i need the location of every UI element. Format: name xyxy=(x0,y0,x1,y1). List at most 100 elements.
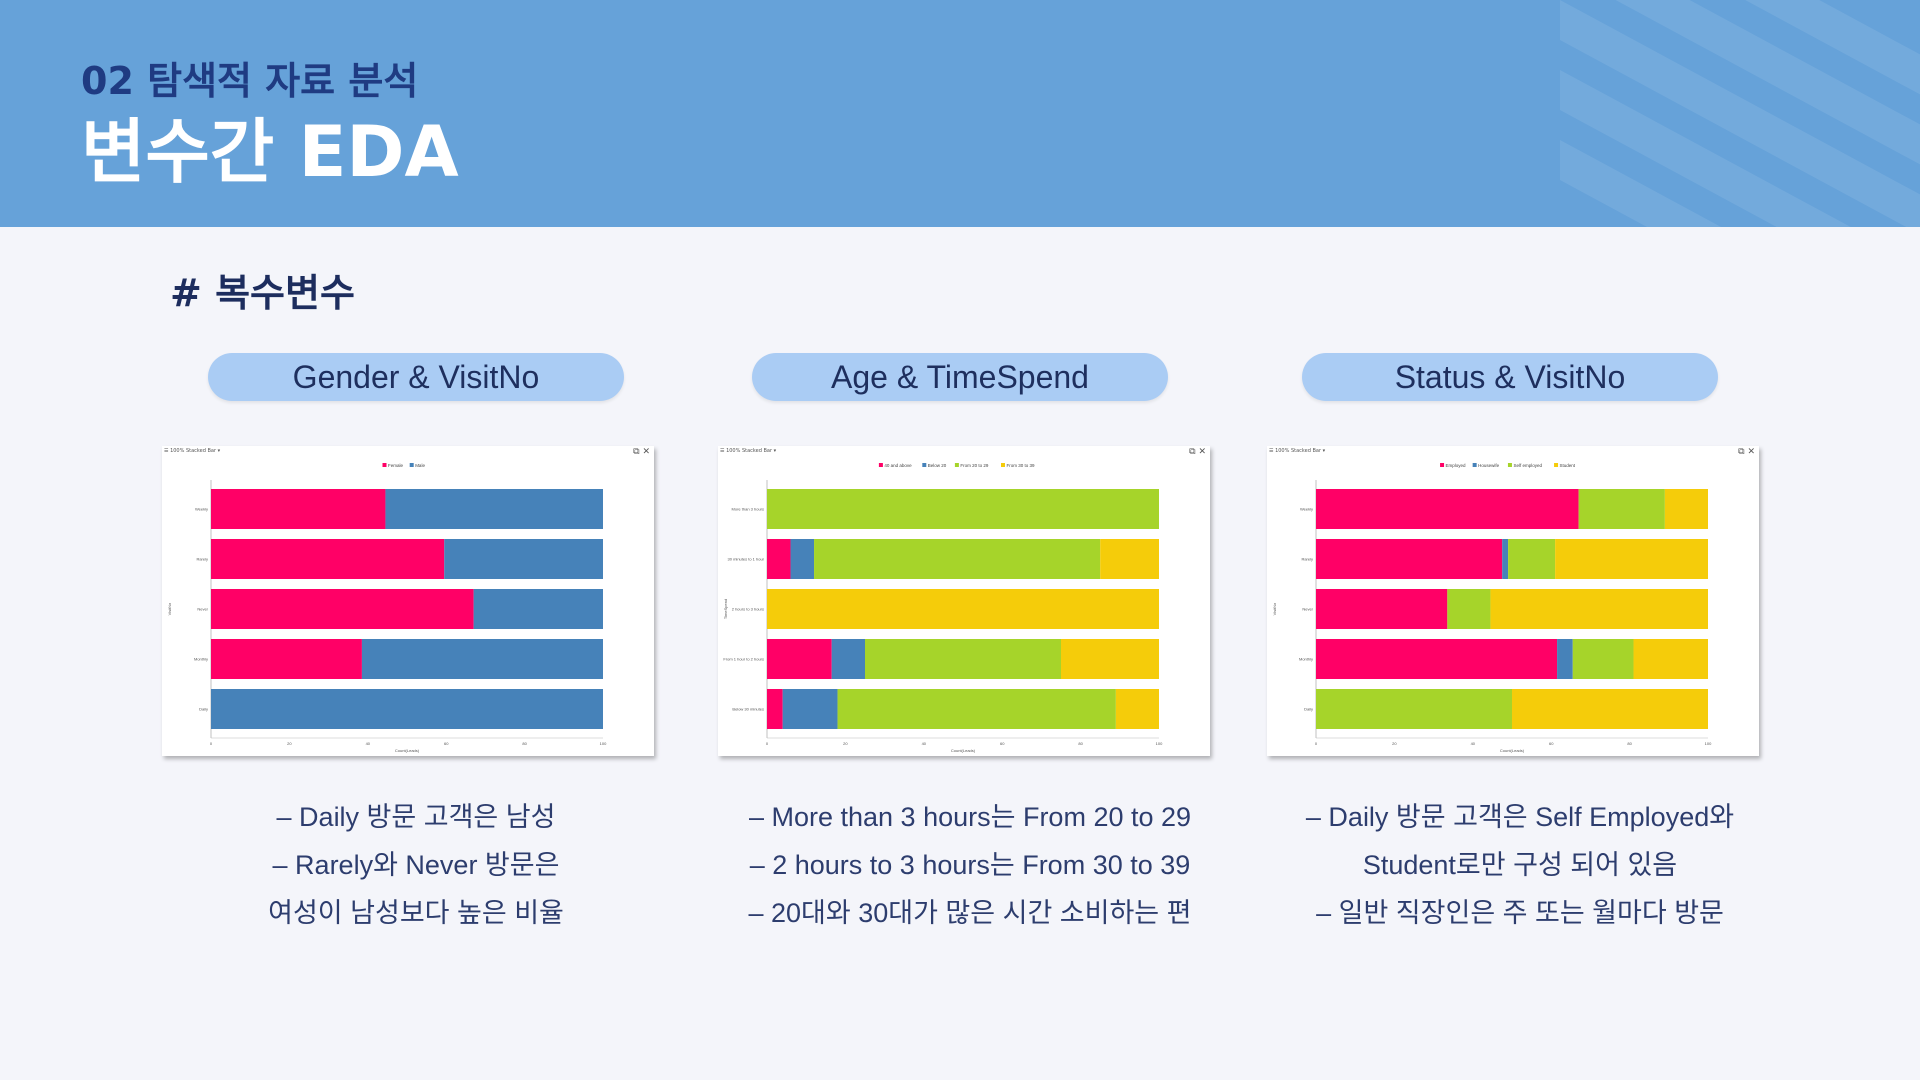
legend-swatch-housewife xyxy=(1472,463,1477,467)
category-label-rarely: Rarely xyxy=(1301,557,1313,562)
legend-label-housewife: Housewife xyxy=(1478,463,1500,468)
bar-30-minutes-to-1-hour-below-20 xyxy=(790,539,815,579)
legend-label-from-20-to-29: From 20 to 29 xyxy=(960,463,989,468)
x-axis-title: Count(Leads) xyxy=(951,748,976,753)
y-axis-title: VisitNo xyxy=(167,602,172,615)
chart-type-label[interactable]: ☰ 100% Stacked Bar ▾ xyxy=(164,448,221,454)
section-subtitle: 02 탐색적 자료 분석 xyxy=(81,59,419,103)
legend-label-student: Student xyxy=(1560,463,1576,468)
category-label-monthly: Monthly xyxy=(1299,657,1313,662)
legend-swatch-40-and-above xyxy=(878,463,883,467)
chart-legend: 40 and above Below 20 From 20 to 29 From 30… xyxy=(878,463,1036,468)
category-label-30-minutes-to-1-hour: 30 minutes to 1 hour xyxy=(728,557,765,562)
bar-never-male xyxy=(473,589,603,629)
bar-weekly-student xyxy=(1664,489,1708,529)
bar-monthly-female xyxy=(211,639,362,679)
chart-legend: Employed Housewife Self employed Student xyxy=(1440,463,1576,468)
legend-swatch-below-20 xyxy=(922,463,927,467)
legend-label-40-and-above: 40 and above xyxy=(884,463,912,468)
legend-label-from-30-to-39: From 30 to 39 xyxy=(1007,463,1036,468)
x-tick-label-40: 40 xyxy=(922,741,927,746)
legend-label-self-employed: Self employed xyxy=(1513,463,1542,468)
legend-label-male: Male xyxy=(415,463,425,468)
category-label-below-30-minutes: Below 30 minutes xyxy=(732,707,764,712)
bar-never-employed xyxy=(1316,589,1448,629)
bar-weekly-female xyxy=(211,489,386,529)
y-axis-title: VisitNo xyxy=(1272,602,1277,615)
bar-2-hours-to-3-hours-from-30-to-39 xyxy=(767,589,1159,629)
bar-from-1-hour-to-2-hours-below-20 xyxy=(831,639,865,679)
bar-daily-self-employed xyxy=(1316,689,1512,729)
chart-type-label[interactable]: ☰ 100% Stacked Bar ▾ xyxy=(1269,448,1326,454)
bar-more-than-3-hours-from-20-to-29 xyxy=(767,489,1159,529)
legend-swatch-student xyxy=(1554,463,1559,467)
chart-type-label[interactable]: ☰ 100% Stacked Bar ▾ xyxy=(720,448,777,454)
category-label-weekly: Weekly xyxy=(1300,507,1313,512)
y-axis-title: TimeSpend xyxy=(723,599,728,619)
decorative-stripes xyxy=(1560,0,1920,227)
note-line: – Daily 방문 고객은 남성 xyxy=(276,802,556,832)
bar-monthly-housewife xyxy=(1557,639,1573,679)
bar-monthly-student xyxy=(1633,639,1708,679)
legend-swatch-employed xyxy=(1440,463,1445,467)
legend-swatch-from-30-to-39 xyxy=(1001,463,1005,467)
chart-age-timespend: 40 and above Below 20 From 20 to 29 From 30… xyxy=(723,463,1163,753)
bar-weekly-employed xyxy=(1316,489,1579,529)
note-line: – 2 hours to 3 hours는 From 30 to 39 xyxy=(749,850,1191,880)
legend-swatch-female xyxy=(382,463,387,467)
notes-status-visitno: – Daily 방문 고객은 Self Employed와 Student로만 … xyxy=(1270,793,1770,937)
x-tick-label-60: 60 xyxy=(444,741,449,746)
x-tick-label-100: 100 xyxy=(1156,741,1163,746)
legend-label-below-20: Below 20 xyxy=(928,463,947,468)
x-tick-label-60: 60 xyxy=(1000,741,1005,746)
chart-legend: Female Male xyxy=(382,463,425,468)
note-line: Student로만 구성 되어 있음 xyxy=(1362,850,1678,880)
page-title: 변수간 EDA xyxy=(81,111,459,193)
x-tick-label-20: 20 xyxy=(843,741,848,746)
bar-rarely-housewife xyxy=(1502,539,1509,579)
note-line: 여성이 남성보다 높은 비율 xyxy=(268,898,564,928)
category-label-weekly: Weekly xyxy=(195,507,208,512)
window-controls-icon[interactable]: ⧉ ✕ xyxy=(633,447,650,457)
panel-title-age-timespend: Age & TimeSpend xyxy=(752,353,1168,401)
bar-monthly-male xyxy=(361,639,603,679)
legend-swatch-from-20-to-29 xyxy=(954,463,959,467)
x-axis-title: Count(Leads) xyxy=(395,748,420,753)
x-tick-label-40: 40 xyxy=(1471,741,1476,746)
bar-below-30-minutes-from-20-to-29 xyxy=(837,689,1116,729)
category-label-rarely: Rarely xyxy=(196,557,208,562)
bar-never-self-employed xyxy=(1447,589,1491,629)
bar-rarely-self-employed xyxy=(1508,539,1556,579)
x-tick-label-60: 60 xyxy=(1549,741,1554,746)
x-axis-title: Count(Leads) xyxy=(1500,748,1525,753)
bar-never-student xyxy=(1490,589,1708,629)
notes-age-timespend: – More than 3 hours는 From 20 to 29 – 2 h… xyxy=(720,793,1220,937)
bar-daily-male xyxy=(211,689,603,729)
x-tick-label-0: 0 xyxy=(766,741,769,746)
bar-rarely-employed xyxy=(1316,539,1503,579)
panel-title-status-visitno: Status & VisitNo xyxy=(1302,353,1718,401)
bar-rarely-female xyxy=(211,539,445,579)
category-label-never: Never xyxy=(197,607,208,612)
window-controls-icon[interactable]: ⧉ ✕ xyxy=(1189,447,1206,457)
bar-below-30-minutes-from-30-to-39 xyxy=(1115,689,1159,729)
category-label-daily: Daily xyxy=(199,707,208,712)
x-tick-label-0: 0 xyxy=(210,741,213,746)
category-label-never: Never xyxy=(1302,607,1313,612)
bar-monthly-self-employed xyxy=(1572,639,1634,679)
bar-monthly-employed xyxy=(1316,639,1558,679)
chart-card-age-timespend: ☰ 100% Stacked Bar ▾ ⧉ ✕ 40 and above Bel… xyxy=(718,446,1210,756)
window-controls-icon[interactable]: ⧉ ✕ xyxy=(1738,447,1755,457)
x-tick-label-80: 80 xyxy=(1627,741,1632,746)
x-tick-label-80: 80 xyxy=(1078,741,1083,746)
x-tick-label-40: 40 xyxy=(366,741,371,746)
legend-swatch-male xyxy=(409,463,414,467)
bar-daily-student xyxy=(1512,689,1708,729)
bar-from-1-hour-to-2-hours-from-30-to-39 xyxy=(1061,639,1159,679)
chart-status-visitno: Employed Housewife Self employed Student Wee… xyxy=(1272,463,1712,753)
bar-rarely-student xyxy=(1555,539,1708,579)
bar-weekly-self-employed xyxy=(1578,489,1665,529)
panel-title-gender-visitno: Gender & VisitNo xyxy=(208,353,624,401)
bar-from-1-hour-to-2-hours-from-20-to-29 xyxy=(865,639,1061,679)
chart-card-status-visitno: ☰ 100% Stacked Bar ▾ ⧉ ✕ Employed Housewi… xyxy=(1267,446,1759,756)
